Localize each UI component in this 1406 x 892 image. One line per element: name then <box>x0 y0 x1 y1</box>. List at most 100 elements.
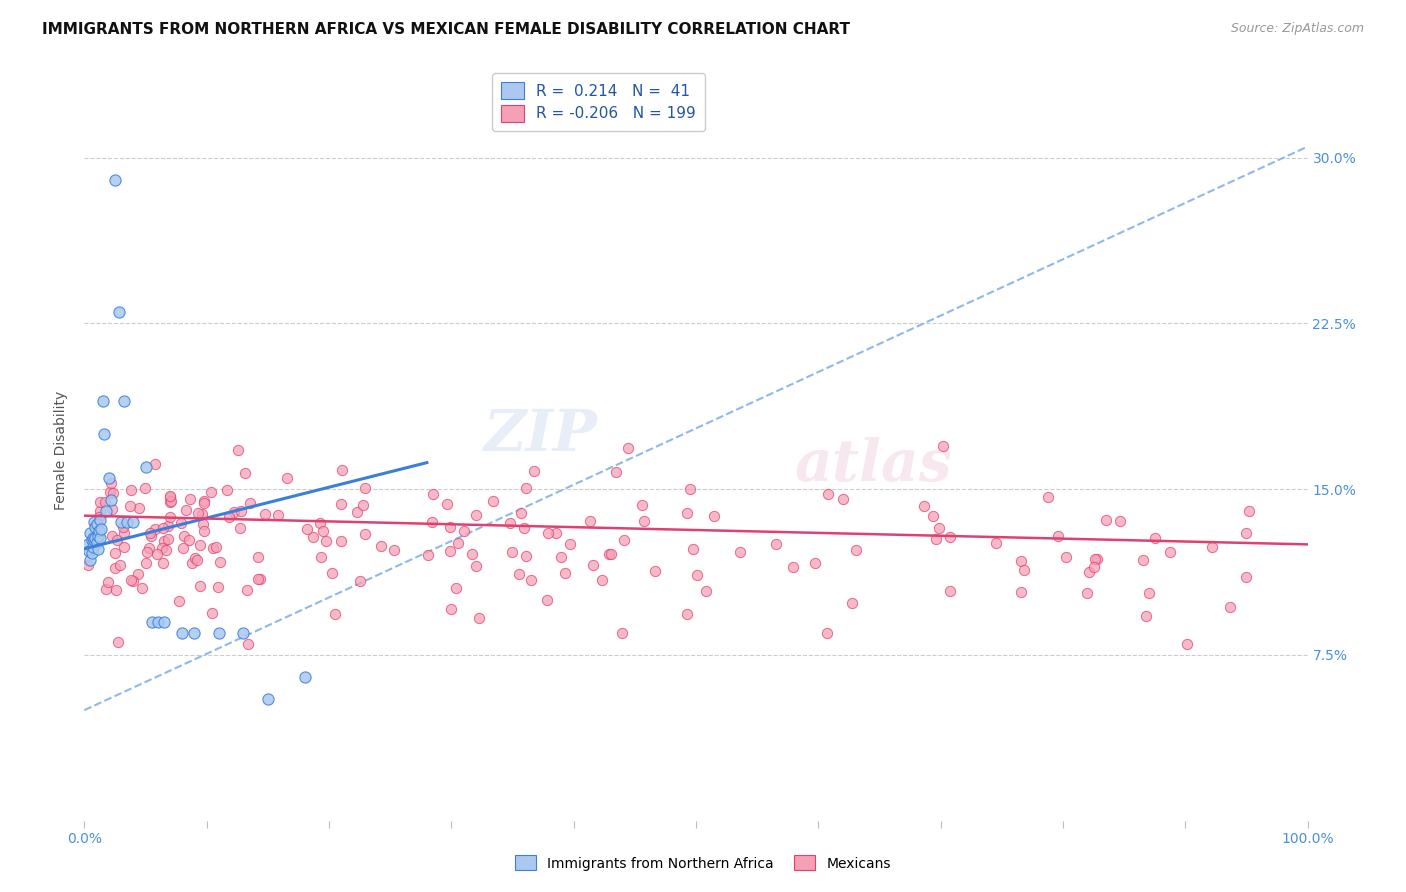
Point <box>93 426 115 441</box>
Point <box>939 584 962 599</box>
Point <box>202 541 225 555</box>
Point <box>329 533 352 548</box>
Point <box>190 507 212 521</box>
Point <box>832 491 855 506</box>
Point <box>228 521 250 535</box>
Point <box>134 481 156 495</box>
Point <box>104 172 127 186</box>
Point <box>1201 541 1223 555</box>
Point <box>104 561 127 575</box>
Point <box>315 534 337 549</box>
Point <box>101 502 124 516</box>
Point <box>912 500 935 514</box>
Point <box>193 494 215 508</box>
Point <box>765 537 787 551</box>
Point <box>80 546 103 560</box>
Point <box>115 516 138 530</box>
Point <box>172 625 194 640</box>
Point <box>152 556 174 570</box>
Point <box>193 516 215 531</box>
Point <box>436 498 458 512</box>
Point <box>152 521 174 535</box>
Point <box>382 543 405 558</box>
Point <box>89 513 111 527</box>
Text: IMMIGRANTS FROM NORTHERN AFRICA VS MEXICAN FEMALE DISABILITY CORRELATION CHART: IMMIGRANTS FROM NORTHERN AFRICA VS MEXIC… <box>42 22 851 37</box>
Point <box>302 530 325 544</box>
Text: atlas: atlas <box>794 437 952 493</box>
Point <box>146 615 169 629</box>
Point <box>114 526 136 541</box>
Point <box>82 531 104 545</box>
Point <box>482 494 505 508</box>
Point <box>77 558 100 572</box>
Point <box>984 536 1007 550</box>
Point <box>239 496 262 510</box>
Point <box>537 526 560 541</box>
Point <box>179 491 201 506</box>
Point <box>97 574 120 589</box>
Point <box>468 611 491 625</box>
Point <box>173 529 195 543</box>
Point <box>207 580 229 594</box>
Point <box>160 494 183 508</box>
Point <box>136 544 159 558</box>
Point <box>1234 525 1257 540</box>
Point <box>138 541 160 555</box>
Point <box>98 485 121 500</box>
Point <box>77 544 100 558</box>
Point <box>465 508 488 523</box>
Legend: R =  0.214   N =  41, R = -0.206   N = 199: R = 0.214 N = 41, R = -0.206 N = 199 <box>492 73 704 131</box>
Point <box>330 463 353 477</box>
Point <box>354 526 377 541</box>
Point <box>422 487 444 501</box>
Point <box>465 559 488 574</box>
Point <box>1036 490 1059 504</box>
Point <box>153 534 176 549</box>
Point <box>186 553 208 567</box>
Point <box>90 522 112 536</box>
Point <box>1239 504 1261 518</box>
Point <box>208 625 231 640</box>
Point <box>122 574 145 588</box>
Point <box>695 584 717 599</box>
Point <box>94 495 117 509</box>
Point <box>939 530 962 544</box>
Point <box>591 573 613 587</box>
Point <box>108 558 131 572</box>
Point <box>111 520 134 534</box>
Point <box>169 594 191 608</box>
Point <box>330 497 353 511</box>
Point <box>321 566 343 581</box>
Point <box>1047 529 1070 543</box>
Point <box>94 582 117 597</box>
Point <box>440 602 463 616</box>
Point <box>156 532 179 546</box>
Point <box>1095 513 1118 527</box>
Point <box>598 547 620 561</box>
Point <box>87 528 110 542</box>
Point <box>249 572 271 586</box>
Point <box>86 534 108 549</box>
Point <box>139 529 162 543</box>
Point <box>782 560 804 574</box>
Point <box>107 635 129 649</box>
Point <box>217 483 239 498</box>
Point <box>1076 585 1098 599</box>
Point <box>139 526 162 541</box>
Point <box>515 481 537 495</box>
Point <box>104 546 127 560</box>
Point <box>247 550 270 565</box>
Point <box>501 545 523 559</box>
Point <box>444 582 467 596</box>
Point <box>678 482 700 496</box>
Point <box>118 500 141 514</box>
Point <box>1084 551 1107 566</box>
Y-axis label: Female Disability: Female Disability <box>55 391 69 510</box>
Point <box>179 533 201 548</box>
Point <box>84 531 107 545</box>
Point <box>188 537 211 551</box>
Point <box>267 508 290 522</box>
Point <box>159 495 181 509</box>
Point <box>89 509 111 524</box>
Text: ZIP: ZIP <box>484 408 598 464</box>
